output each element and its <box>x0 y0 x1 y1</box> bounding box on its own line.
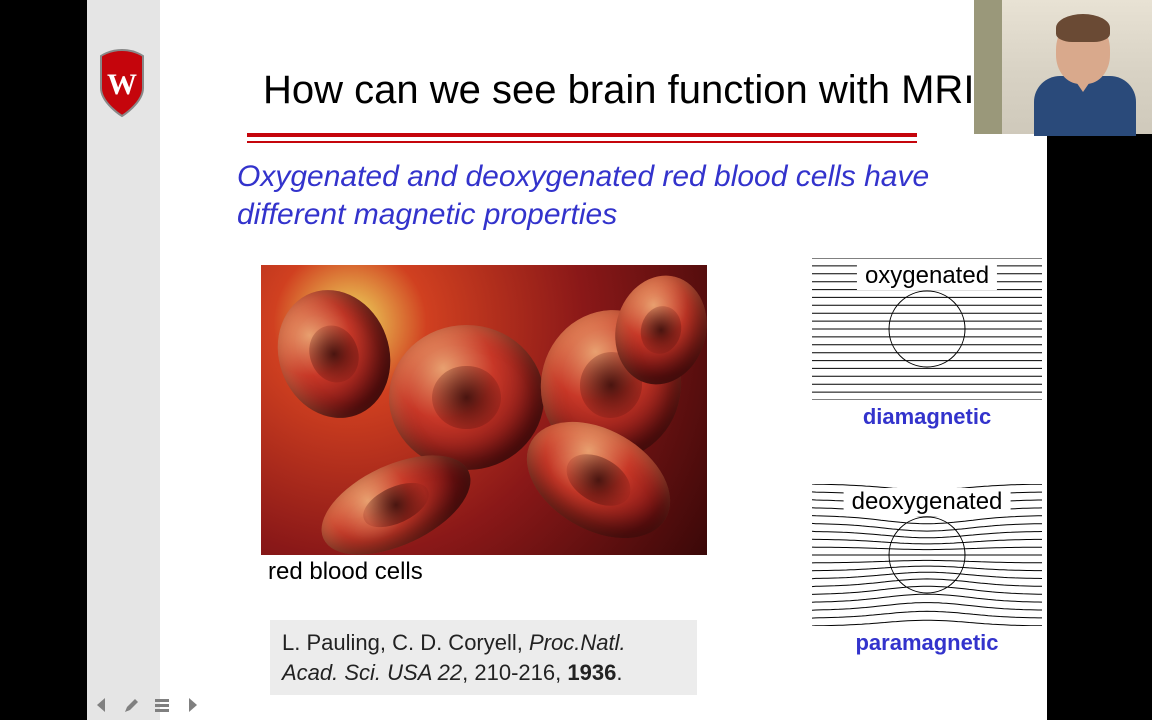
slide-nav-toolbar <box>90 693 204 717</box>
diamagnetic-label: diamagnetic <box>812 404 1042 430</box>
citation-year: 1936 <box>567 660 616 685</box>
presenter-silhouette <box>1028 14 1138 134</box>
uw-crest-logo: W <box>97 48 147 118</box>
logo-letter: W <box>107 68 137 101</box>
slide-sidebar: W <box>87 0 160 720</box>
title-rule-thin <box>247 141 917 143</box>
slide-content: How can we see brain function with MRI? … <box>160 0 1047 720</box>
presenter-webcam <box>974 0 1152 134</box>
citation-pages: , 210-216, <box>462 660 567 685</box>
webcam-curtain <box>974 0 1002 134</box>
citation-box: L. Pauling, C. D. Coryell, Proc.Natl. Ac… <box>270 620 697 695</box>
deoxygenated-title: deoxygenated <box>844 488 1011 516</box>
oxygenated-diagram: oxygenated diamagnetic <box>812 258 1042 430</box>
slide-subtitle: Oxygenated and deoxygenated red blood ce… <box>237 158 997 235</box>
slide-menu-button[interactable] <box>150 693 174 717</box>
slide-stage: W How can we see brain function with MRI… <box>87 0 1047 720</box>
title-rule-thick <box>247 133 917 137</box>
prev-slide-button[interactable] <box>90 693 114 717</box>
next-slide-button[interactable] <box>180 693 204 717</box>
deoxygenated-diagram: deoxygenated paramagnetic <box>812 484 1042 656</box>
blood-cells-image <box>261 265 707 555</box>
image-caption: red blood cells <box>268 558 423 586</box>
pen-tool-button[interactable] <box>120 693 144 717</box>
paramagnetic-label: paramagnetic <box>812 630 1042 656</box>
citation-end: . <box>616 660 622 685</box>
oxygenated-title: oxygenated <box>857 262 997 290</box>
citation-authors: L. Pauling, C. D. Coryell, <box>282 630 529 655</box>
slide-title: How can we see brain function with MRI? <box>263 68 997 113</box>
